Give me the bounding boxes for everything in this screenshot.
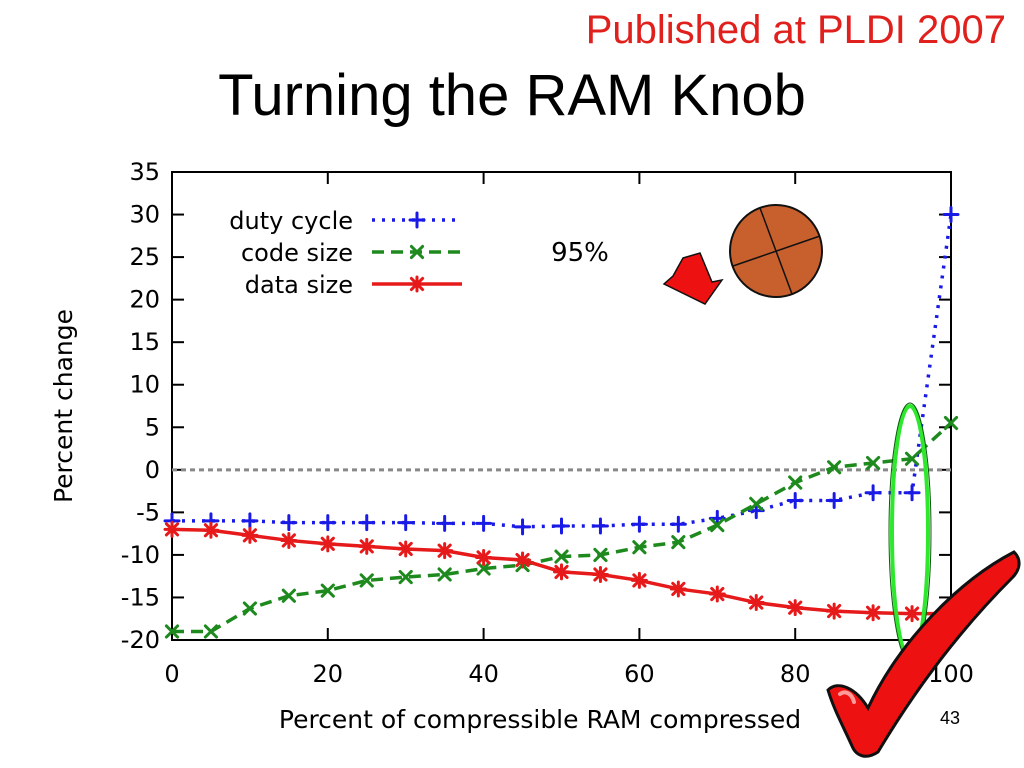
y-tick-label: 0 — [145, 456, 160, 484]
series-duty-cycle-point — [241, 512, 259, 530]
series-data-size-point — [630, 571, 648, 589]
published-note: Published at PLDI 2007 — [585, 8, 1006, 52]
slide-title: Turning the RAM Knob — [218, 63, 806, 128]
series-duty-cycle-point — [747, 502, 765, 520]
series-data-size-point — [708, 585, 726, 603]
series-code-size-point — [827, 460, 842, 475]
series-data-size-point — [903, 605, 921, 623]
series-duty-cycle-point — [553, 517, 570, 535]
legend-label: duty cycle — [229, 207, 353, 235]
series-data-size-point — [241, 526, 259, 544]
series-data-size-point — [280, 531, 298, 549]
series-duty-cycle-point — [280, 514, 298, 532]
series-code-size-point — [359, 573, 374, 588]
series-duty-cycle-point — [903, 484, 921, 502]
series-data-size-point — [436, 542, 454, 560]
x-axis-label: Percent of compressible RAM compressed — [279, 705, 801, 734]
series-code-size-point — [203, 624, 219, 639]
y-tick-label: -15 — [121, 583, 160, 611]
series-code-size-point — [476, 561, 491, 576]
x-tick-label: 20 — [313, 660, 344, 688]
series-data-size-point — [669, 580, 687, 598]
series-data-size-point — [475, 548, 493, 566]
series-duty-cycle-point — [514, 518, 532, 536]
series-data-size-point — [864, 604, 882, 622]
y-tick-label: 35 — [129, 158, 160, 186]
series-data-size-point — [786, 599, 804, 617]
series-duty-cycle-line — [172, 214, 953, 529]
plot-frame — [171, 171, 952, 641]
series-code-size-point — [164, 624, 180, 639]
series-code-size-point — [749, 496, 764, 511]
series-layer — [163, 206, 960, 639]
series-data-size-point — [553, 563, 570, 581]
y-tick-label: -10 — [121, 541, 160, 569]
series-data-size-point — [397, 540, 415, 558]
series-code-size-point — [632, 540, 647, 555]
y-tick-label: 20 — [129, 286, 160, 314]
y-axis-label: Percent change — [49, 309, 78, 503]
knob-icon — [729, 204, 823, 298]
series-data-size-point — [747, 594, 765, 612]
series-code-size-point — [437, 567, 452, 582]
legend-label: data size — [245, 271, 353, 299]
series-duty-cycle-point — [358, 514, 376, 532]
series-code-size-point — [281, 588, 296, 603]
series-data-size-point — [163, 520, 181, 538]
series-data-size-point — [514, 551, 532, 569]
series-code-size-point — [398, 569, 413, 585]
y-tick-label: -5 — [136, 498, 160, 526]
y-tick-label: 25 — [129, 243, 160, 271]
legend-swatch-marker — [408, 211, 426, 229]
series-duty-cycle-point — [397, 514, 415, 532]
series-code-size-point — [866, 455, 881, 471]
y-tick-label: 5 — [145, 413, 160, 441]
series-code-size-point — [554, 549, 569, 564]
series-duty-cycle-point — [864, 484, 882, 502]
legend: duty cycle code size data size — [229, 207, 462, 299]
page-number: 43 — [940, 708, 961, 728]
y-tick-label: -20 — [121, 626, 160, 654]
series-code-size-point — [710, 518, 725, 533]
y-tick-label: 30 — [129, 201, 160, 229]
series-duty-cycle-point — [630, 515, 648, 533]
series-data-size-point — [825, 602, 843, 620]
series-code-size-point — [320, 583, 335, 598]
series-duty-cycle-point — [669, 515, 687, 533]
series-code-size-point — [671, 535, 686, 550]
series-duty-cycle-point — [436, 514, 454, 532]
legend-swatch-marker — [408, 275, 426, 293]
legend-label: code size — [241, 239, 353, 267]
series-duty-cycle-point — [825, 491, 843, 509]
series-duty-cycle-point — [942, 206, 960, 224]
series-data-size-point — [358, 537, 376, 555]
red-checkmark-icon — [826, 550, 1021, 758]
series-data-size-point — [591, 565, 609, 583]
series-duty-cycle-point — [591, 517, 609, 535]
series-duty-cycle-point — [319, 514, 337, 532]
x-tick-label: 0 — [164, 660, 179, 688]
x-tick-label: 80 — [780, 660, 811, 688]
highlight-ellipse — [890, 404, 930, 660]
x-tick-label: 60 — [624, 660, 655, 688]
percent-annotation: 95% — [551, 238, 609, 268]
legend-swatch-marker — [409, 244, 425, 260]
series-data-size-point — [319, 535, 337, 553]
series-code-size-point — [242, 601, 257, 616]
series-code-size-point — [788, 475, 803, 490]
series-data-size-point — [202, 521, 220, 539]
x-tick-label: 40 — [468, 660, 499, 688]
series-code-size-point — [904, 451, 920, 466]
red-down-left-arrow-icon — [662, 252, 724, 305]
series-duty-cycle-point — [708, 509, 726, 527]
series-duty-cycle-point — [786, 491, 804, 509]
series-code-size-point — [943, 415, 959, 431]
y-tick-label: 10 — [129, 371, 160, 399]
y-tick-label: 15 — [129, 328, 160, 356]
series-duty-cycle-point — [475, 514, 493, 532]
series-code-size-point — [593, 547, 608, 563]
